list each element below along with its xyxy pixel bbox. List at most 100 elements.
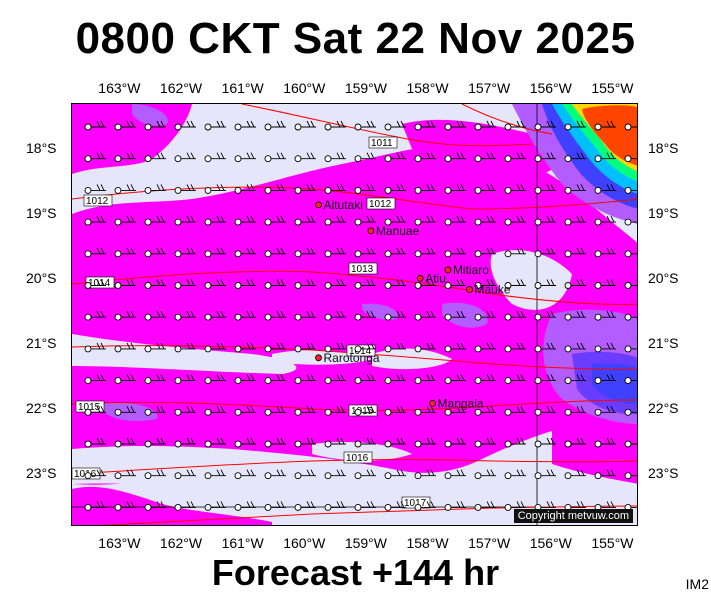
- wind-barb: [84, 406, 106, 416]
- wind-barb: [474, 184, 496, 194]
- svg-text:1012: 1012: [369, 199, 392, 210]
- wind-barb: [414, 374, 436, 385]
- longitude-label: 157°W: [468, 80, 511, 96]
- svg-text:1015: 1015: [351, 406, 374, 417]
- isobar-label: 1011: [368, 136, 398, 149]
- wind-barb: [444, 310, 466, 321]
- wind-barb: [564, 247, 586, 258]
- isobar-label: 1016: [343, 451, 373, 464]
- wind-barb: [504, 310, 526, 321]
- wind-barb: [324, 374, 346, 385]
- wind-barb: [204, 437, 226, 448]
- wind-barb: [234, 184, 256, 194]
- wind-barb: [114, 501, 136, 511]
- wind-barb: [174, 406, 196, 416]
- forecast-map[interactable]: 1011101210121013101410141015101510161016…: [71, 103, 638, 526]
- longitude-label: 157°W: [468, 535, 511, 551]
- wind-barb: [384, 342, 406, 353]
- wind-barb: [444, 437, 466, 448]
- wind-barb: [414, 120, 436, 131]
- wind-barb: [594, 406, 616, 416]
- island-label: Manuae: [376, 224, 420, 238]
- island-marker: Mitiaro: [444, 263, 489, 277]
- wind-barb: [264, 152, 286, 163]
- wind-barb: [504, 342, 526, 353]
- wind-barb: [144, 247, 166, 258]
- isobar-1011: [241, 104, 533, 147]
- wind-barb: [84, 120, 106, 131]
- wind-barb: [324, 310, 346, 321]
- wind-barb: [264, 279, 286, 289]
- wind-barb: [474, 469, 496, 480]
- wind-barb: [624, 216, 637, 226]
- wind-barb: [534, 469, 556, 480]
- wind-barb: [354, 469, 376, 480]
- wind-barb: [84, 437, 106, 448]
- wind-barb: [594, 247, 616, 258]
- wind-barb: [144, 152, 166, 163]
- wind-barb: [414, 279, 436, 289]
- wind-barb: [534, 247, 556, 258]
- wind-barb: [264, 310, 286, 321]
- longitude-label: 161°W: [221, 80, 264, 96]
- latitude-label: 22°S: [648, 399, 679, 416]
- wind-barb: [114, 247, 136, 258]
- wind-barb: [354, 342, 376, 353]
- wind-barb: [564, 406, 586, 416]
- wind-barb: [504, 215, 526, 226]
- longitude-label: 155°W: [591, 80, 634, 96]
- dry-gaps: [72, 250, 572, 492]
- wind-barb: [444, 120, 466, 131]
- isobar-label: 1015: [348, 404, 378, 417]
- wind-barb: [384, 247, 406, 258]
- intense-cell: [512, 104, 637, 224]
- wind-barb: [564, 279, 586, 289]
- rain-area-north: [72, 104, 192, 174]
- island-marker: Mauke: [466, 282, 511, 296]
- wind-barb: [84, 501, 106, 511]
- heavier-rain: [102, 104, 637, 424]
- wind-barb: [384, 120, 406, 131]
- wind-barb: [174, 152, 196, 163]
- wind-barb: [324, 279, 346, 289]
- wind-barb: [414, 437, 436, 448]
- wind-barb: [474, 501, 496, 511]
- wind-barb: [564, 215, 586, 226]
- longitude-label: 160°W: [283, 80, 326, 96]
- wind-barb: [624, 374, 637, 385]
- latitude-label: 20°S: [648, 269, 679, 286]
- wind-barb: [594, 374, 616, 385]
- wind-barb: [474, 342, 496, 353]
- wind-barb: [444, 374, 466, 385]
- wind-barb: [474, 437, 496, 448]
- wind-barb: [264, 437, 286, 448]
- wind-barb: [504, 152, 526, 163]
- wind-barb: [204, 310, 226, 321]
- longitude-label: 156°W: [529, 535, 572, 551]
- wind-barb: [114, 184, 136, 194]
- wind-barb: [204, 279, 226, 289]
- wind-barb: [624, 438, 637, 448]
- wind-barb: [504, 469, 526, 480]
- rain-area-northeast: [402, 119, 561, 175]
- wind-barb: [384, 152, 406, 163]
- wind-barb: [534, 310, 556, 321]
- wind-barb: [354, 374, 376, 385]
- wind-barb: [414, 215, 436, 226]
- wind-barb: [414, 469, 436, 480]
- wind-barb: [144, 215, 166, 226]
- wind-barb: [564, 437, 586, 448]
- wind-barb: [204, 184, 226, 194]
- wind-barb: [144, 374, 166, 385]
- island-marker: Mangaia: [429, 396, 484, 410]
- wind-barb: [594, 469, 616, 480]
- wind-barb: [444, 342, 466, 353]
- wind-barb: [534, 215, 556, 226]
- image-tag: IM2: [685, 576, 709, 592]
- wind-barb: [234, 247, 256, 258]
- wind-barb: [234, 152, 256, 163]
- wind-barb: [564, 152, 586, 163]
- island-marker: Atiu: [416, 271, 446, 285]
- longitude-label: 163°W: [98, 535, 141, 551]
- wind-barb: [114, 374, 136, 385]
